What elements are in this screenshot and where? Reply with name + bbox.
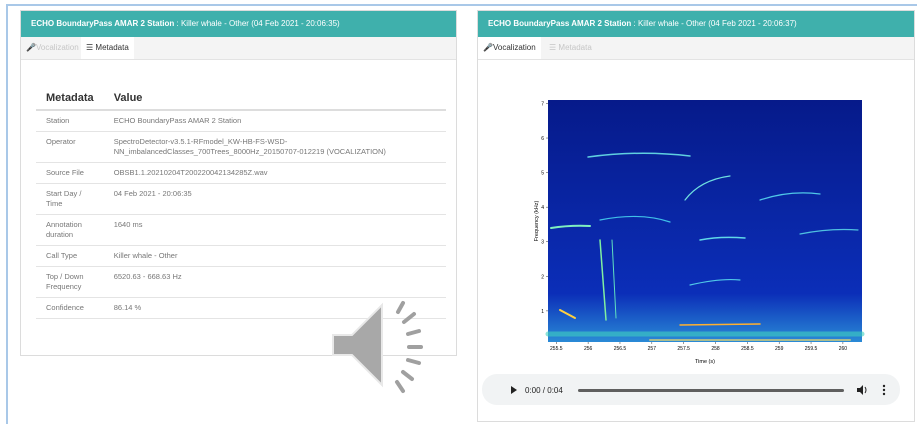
player-time: 0:00 / 0:04	[525, 386, 563, 395]
screen: {"left_panel": {"title_bold": "ECHO Boun…	[0, 0, 919, 420]
x-tick-label: 256	[584, 346, 593, 352]
audio-icon[interactable]	[333, 303, 421, 391]
x-tick-label: 257.5	[677, 346, 690, 352]
y-tick-label: 1	[541, 309, 544, 315]
progress-bar[interactable]	[578, 389, 844, 392]
x-tick-label: 259.5	[805, 346, 818, 352]
x-tick-label: 255.5	[550, 346, 563, 352]
x-tick-label: 256.5	[614, 346, 627, 352]
x-tick-label: 259	[775, 346, 784, 352]
spectrogram: 255.5256256.5257257.5258258.5259259.5260…	[0, 0, 919, 420]
x-tick-label: 258.5	[741, 346, 754, 352]
spectrogram-image	[548, 100, 862, 342]
y-axis-label: Frequency (kHz)	[534, 201, 540, 242]
x-tick-label: 258	[711, 346, 720, 352]
y-tick-label: 6	[541, 136, 544, 142]
x-tick-label: 260	[839, 346, 848, 352]
y-tick-label: 4	[541, 205, 544, 211]
menu-button[interactable]	[883, 385, 885, 395]
y-tick-label: 2	[541, 274, 544, 280]
y-tick-label: 7	[541, 101, 544, 107]
y-tick-label: 5	[541, 171, 544, 177]
y-tick-label: 3	[541, 240, 544, 246]
x-axis-label: Time (s)	[695, 359, 715, 365]
x-tick-label: 257	[648, 346, 657, 352]
